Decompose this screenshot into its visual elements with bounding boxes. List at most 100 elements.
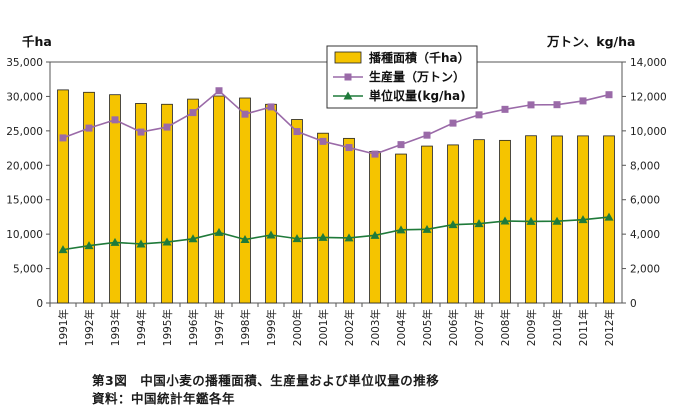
data-point	[578, 215, 588, 224]
data-point	[604, 212, 614, 221]
data-point	[344, 233, 354, 242]
data-point	[214, 227, 224, 236]
data-point	[163, 123, 171, 131]
data-point	[345, 144, 353, 152]
left-axis-unit: 千ha	[22, 34, 52, 49]
bar	[135, 103, 147, 304]
left-axis-tick-label: 0	[36, 298, 43, 310]
data-point	[448, 220, 458, 229]
data-point	[552, 216, 562, 225]
bar	[213, 95, 225, 304]
x-axis-tick-label: 2011年	[577, 309, 590, 346]
x-axis-tick-label: 2004年	[395, 309, 408, 346]
data-point	[370, 230, 380, 239]
data-point	[319, 137, 327, 145]
data-point	[240, 234, 250, 243]
data-point	[162, 237, 172, 246]
data-point	[396, 225, 406, 234]
x-axis-tick-label: 2007年	[473, 309, 486, 346]
bar	[83, 91, 95, 304]
figure-caption: 第3図 中国小麦の播種面積、生産量および単位収量の推移	[92, 373, 440, 388]
right-axis-tick-label: 4,000	[630, 229, 660, 241]
data-point	[293, 128, 301, 136]
x-axis-tick-label: 2009年	[525, 309, 538, 346]
data-point	[58, 245, 68, 254]
data-point	[500, 216, 510, 225]
left-axis-tick-label: 20,000	[6, 160, 43, 172]
data-point	[189, 109, 197, 117]
x-axis-tick-label: 1991年	[57, 309, 70, 346]
x-axis-tick-label: 2002年	[343, 309, 356, 346]
bar	[343, 137, 355, 304]
legend-marker	[344, 73, 352, 81]
bar	[109, 94, 121, 304]
data-point	[292, 234, 302, 243]
x-axis-tick-label: 1993年	[109, 309, 122, 346]
bar	[369, 151, 381, 304]
data-point	[188, 234, 198, 243]
bar	[161, 103, 173, 304]
x-axis-tick-label: 1994年	[135, 309, 148, 346]
legend-label: 単位収量(kg/ha)	[369, 88, 466, 103]
data-point	[397, 141, 405, 149]
data-point	[449, 119, 457, 127]
left-axis-tick-label: 35,000	[6, 57, 43, 69]
data-point	[241, 110, 249, 118]
x-axis-tick-label: 1996年	[187, 309, 200, 346]
data-point	[84, 241, 94, 250]
left-axis-tick-label: 25,000	[6, 126, 43, 138]
data-point	[579, 97, 587, 105]
left-axis-tick-label: 10,000	[6, 229, 43, 241]
x-axis-tick-label: 1997年	[213, 309, 226, 346]
series-line	[62, 216, 610, 251]
x-axis-tick-label: 1999年	[265, 309, 278, 346]
right-axis-tick-label: 12,000	[630, 91, 667, 103]
data-point	[526, 216, 536, 225]
data-point	[474, 219, 484, 228]
x-axis-tick-label: 2005年	[421, 309, 434, 346]
data-source: 資料：中国統計年鑑各年	[92, 391, 236, 406]
data-point	[501, 105, 509, 113]
legend-label: 生産量（万トン）	[369, 69, 465, 84]
data-point	[605, 91, 613, 99]
x-axis-tick-label: 1992年	[83, 309, 96, 346]
chart: 0 5,000 10,000 15,000 20,000 25,000 30,000 35,0…	[6, 34, 667, 346]
x-axis-tick-label: 2008年	[499, 309, 512, 346]
left-axis-tick-label: 30,000	[6, 91, 43, 103]
data-point	[423, 131, 431, 139]
data-point	[137, 128, 145, 136]
right-axis-tick-label: 8,000	[630, 160, 660, 172]
data-point	[422, 224, 432, 233]
data-point	[59, 134, 67, 142]
data-point	[266, 230, 276, 239]
left-axis-tick-label: 5,000	[13, 264, 43, 276]
data-point	[111, 116, 119, 124]
legend-label: 播種面積（千ha）	[369, 50, 470, 65]
x-axis-tick-label: 2000年	[291, 309, 304, 346]
data-point	[475, 111, 483, 119]
data-point	[267, 103, 275, 111]
bar	[265, 103, 277, 304]
x-axis-tick-label: 2006年	[447, 309, 460, 346]
bar	[187, 98, 199, 304]
data-point	[318, 232, 328, 241]
bar	[421, 145, 433, 304]
data-point	[527, 101, 535, 109]
x-axis-tick-label: 1998年	[239, 309, 252, 346]
data-point	[553, 101, 561, 109]
data-point	[371, 150, 379, 158]
right-axis-tick-label: 0	[630, 298, 637, 310]
right-axis-unit: 万トン、kg/ha	[546, 34, 635, 49]
bar	[239, 97, 251, 304]
legend-swatch	[334, 51, 362, 64]
x-axis-tick-label: 1995年	[161, 309, 174, 346]
legend-marker	[343, 91, 353, 100]
right-axis-tick-label: 10,000	[630, 126, 667, 138]
series-line	[62, 89, 610, 155]
bar	[317, 132, 329, 304]
data-point	[136, 239, 146, 248]
right-axis-tick-label: 6,000	[630, 195, 660, 207]
data-point	[110, 237, 120, 246]
x-axis-tick-label: 2010年	[551, 309, 564, 346]
